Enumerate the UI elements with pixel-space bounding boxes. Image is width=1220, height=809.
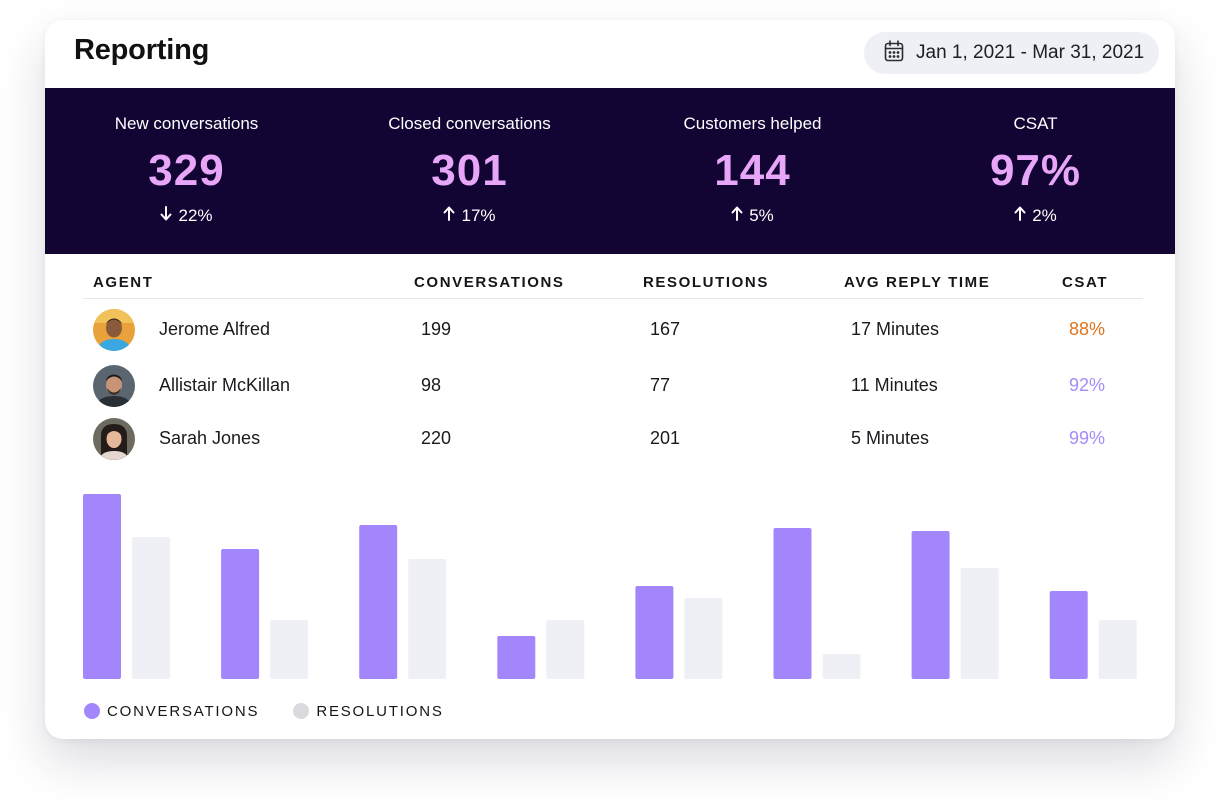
- csat-value: 88%: [1069, 319, 1106, 339]
- avg-reply-time-value: 17 Minutes: [851, 319, 940, 339]
- stat-value: 301: [431, 146, 508, 195]
- page-title: Reporting: [74, 34, 210, 66]
- bar-resolutions: [408, 559, 447, 679]
- date-range-picker[interactable]: Jan 1, 2021 - Mar 31, 2021: [864, 32, 1159, 74]
- calendar-icon: [884, 39, 904, 67]
- avatar: [93, 309, 135, 351]
- bar-conversations: [1049, 591, 1088, 679]
- stat-change: 2%: [894, 206, 1175, 226]
- reporting-card: Reporting Jan 1, 2021 - Mar 31, 2021: [45, 20, 1175, 739]
- conversations-value: 199: [421, 319, 452, 339]
- date-range-text: Jan 1, 2021 - Mar 31, 2021: [916, 42, 1145, 63]
- stat-change-value: 17%: [461, 206, 496, 225]
- stat-value: 329: [148, 146, 225, 195]
- resolutions-value: 167: [650, 319, 681, 339]
- avatar: [93, 365, 135, 407]
- bar-conversations: [773, 528, 812, 679]
- arrow-down-icon: [160, 206, 172, 226]
- column-header-resolutions: RESOLUTIONS: [643, 274, 769, 291]
- legend-dot-resolutions: [293, 703, 310, 719]
- legend-item-conversations: CONVERSATIONS: [84, 703, 259, 720]
- stat-closed-conversations: Closed conversations 301 17%: [328, 88, 611, 254]
- stat-value: 97%: [989, 146, 1082, 195]
- bar-conversations: [911, 531, 950, 679]
- stats-banner: New conversations 329 22% Closed convers…: [45, 88, 1175, 254]
- column-header-avg-reply-time: AVG REPLY TIME: [844, 274, 991, 291]
- header: Reporting Jan 1, 2021 - Mar 31, 2021: [45, 20, 1175, 88]
- table-row[interactable]: Sarah Jones 220 201 5 Minutes 99%: [83, 413, 1143, 465]
- column-header-conversations: CONVERSATIONS: [414, 274, 565, 291]
- bar-resolutions: [684, 598, 723, 679]
- table-row[interactable]: Allistair McKillan 98 77 11 Minutes 92%: [83, 360, 1143, 412]
- legend-label: CONVERSATIONS: [107, 702, 260, 720]
- bar-conversations: [497, 636, 536, 679]
- avatar: [93, 418, 135, 460]
- stat-change-value: 5%: [749, 206, 774, 225]
- bar-resolutions: [822, 654, 861, 679]
- table-row[interactable]: Jerome Alfred 199 167 17 Minutes 88%: [83, 304, 1143, 356]
- stat-label: CSAT: [1013, 114, 1058, 133]
- csat-value: 92%: [1069, 375, 1106, 395]
- stat-change-value: 22%: [178, 206, 213, 225]
- agent-name: Sarah Jones: [159, 428, 261, 448]
- bar-resolutions: [960, 568, 999, 679]
- bar-conversations: [635, 586, 674, 679]
- resolutions-value: 201: [650, 428, 681, 448]
- arrow-up-icon: [443, 206, 455, 226]
- legend-dot-conversations: [84, 703, 100, 719]
- stat-change: 5%: [611, 206, 894, 226]
- agent-name: Jerome Alfred: [159, 319, 271, 339]
- bar-resolutions: [132, 537, 170, 679]
- conversations-value: 220: [421, 428, 452, 448]
- bar-chart: [83, 494, 1137, 679]
- stat-new-conversations: New conversations 329 22%: [45, 88, 328, 254]
- agent-name: Allistair McKillan: [159, 375, 291, 395]
- stat-csat: CSAT 97% 2%: [894, 88, 1175, 254]
- stat-label: New conversations: [114, 114, 259, 133]
- bar-conversations: [359, 525, 398, 679]
- bar-resolutions: [1098, 620, 1137, 679]
- legend-item-resolutions: RESOLUTIONS: [293, 703, 443, 720]
- stat-change-value: 2%: [1032, 206, 1057, 225]
- arrow-up-icon: [1014, 206, 1026, 226]
- stat-change: 17%: [328, 206, 611, 226]
- arrow-up-icon: [731, 206, 743, 226]
- csat-value: 99%: [1069, 428, 1106, 448]
- bar-resolutions: [270, 620, 309, 679]
- column-header-agent: AGENT: [93, 274, 154, 291]
- agent-table-header: AGENT CONVERSATIONS RESOLUTIONS AVG REPL…: [83, 272, 1143, 299]
- bar-conversations: [83, 494, 121, 679]
- stat-change: 22%: [45, 206, 328, 226]
- stat-label: Closed conversations: [388, 114, 551, 133]
- avg-reply-time-value: 5 Minutes: [851, 428, 930, 448]
- stat-label: Customers helped: [683, 114, 822, 133]
- stat-customers-helped: Customers helped 144 5%: [611, 88, 894, 254]
- column-header-csat: CSAT: [1062, 274, 1109, 291]
- stat-value: 144: [714, 146, 791, 195]
- avg-reply-time-value: 11 Minutes: [851, 375, 938, 395]
- chart-legend: CONVERSATIONS RESOLUTIONS: [84, 701, 478, 721]
- resolutions-value: 77: [650, 375, 671, 395]
- legend-label: RESOLUTIONS: [316, 702, 444, 720]
- conversations-value: 98: [421, 375, 442, 395]
- bar-conversations: [221, 549, 260, 679]
- bar-resolutions: [546, 620, 585, 679]
